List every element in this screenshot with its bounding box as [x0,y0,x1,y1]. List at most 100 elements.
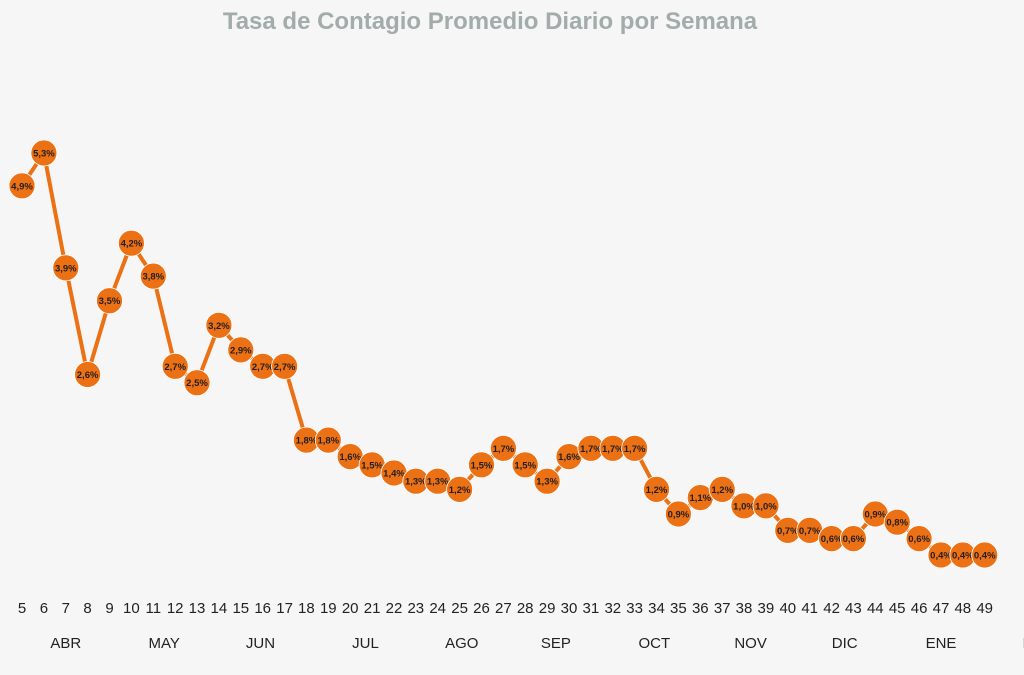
x-tick-label: 29 [539,600,556,617]
x-tick-label: 33 [626,600,643,617]
data-label: 0,6% [821,534,843,545]
x-tick-label: 24 [429,600,446,617]
data-label: 2,5% [186,378,208,389]
x-tick-label: 15 [232,600,249,617]
x-tick-label: 31 [583,600,600,617]
data-label: 0,7% [799,526,821,537]
data-label: 0,7% [777,526,799,537]
data-point [708,475,736,503]
x-tick-label: 18 [298,600,315,617]
x-tick-label: 19 [320,600,337,617]
data-label: 0,9% [864,510,886,521]
x-tick-label: 38 [736,600,753,617]
data-label: 1,5% [361,460,383,471]
x-tick-label: 45 [889,600,906,617]
x-tick-label: 17 [276,600,293,617]
data-point [227,336,255,364]
data-label: 3,2% [208,321,230,332]
x-tick-label: 9 [105,600,113,617]
data-label: 1,8% [296,436,318,447]
data-point [621,434,648,462]
x-tick-label: 25 [451,600,468,617]
data-point [643,475,670,503]
data-label: 1,8% [317,436,339,447]
data-point [30,139,58,167]
x-tick-label: 22 [386,600,403,617]
data-point [533,467,561,495]
month-label: MAY [148,635,179,652]
x-tick-label: 40 [779,600,796,617]
x-tick-label: 41 [801,600,818,617]
data-point [74,361,101,388]
data-label: 0,4% [952,551,974,562]
data-label: 2,7% [252,362,274,373]
data-point [183,369,211,397]
data-label: 4,2% [121,239,143,250]
x-tick-label: 26 [473,600,490,617]
data-label: 1,0% [733,501,755,512]
x-tick-label: 20 [342,600,359,617]
x-tick-label: 47 [933,600,950,617]
data-label: 0,6% [843,534,865,545]
x-tick-label: 5 [18,600,26,617]
data-point [96,287,123,315]
x-tick-label: 28 [517,600,534,617]
data-label: 1,5% [514,460,536,471]
x-tick-label: 46 [911,600,928,617]
data-label: 1,6% [558,452,580,463]
data-label: 2,6% [77,370,99,381]
x-tick-label: 37 [714,600,731,617]
month-label: JUL [352,635,379,652]
x-tick-label: 23 [407,600,424,617]
month-label: ABR [50,635,81,652]
chart-title: Tasa de Contagio Promedio Diario por Sem… [222,8,758,35]
data-point [139,262,167,290]
month-label: ENE [926,635,957,652]
x-tick-label: 43 [845,600,862,617]
data-label: 1,4% [383,469,405,480]
data-label: 0,8% [886,518,908,529]
x-tick-label: 27 [495,600,512,617]
data-label: 1,7% [493,444,515,455]
data-label: 2,7% [164,362,186,373]
data-label: 1,3% [427,477,449,488]
data-label: 3,8% [142,272,164,283]
data-label: 1,2% [711,485,733,496]
x-tick-label: 10 [123,600,140,617]
data-point [161,352,189,380]
data-point [883,508,911,536]
month-label: OCT [638,635,670,652]
x-tick-label: 21 [364,600,381,617]
data-point [840,525,867,552]
x-tick-label: 42 [823,600,840,617]
data-label: 0,6% [908,534,930,545]
data-label: 2,7% [274,362,296,373]
month-label: DIC [832,635,858,652]
data-point [905,525,933,552]
series-line [20,151,985,557]
data-label: 1,1% [689,493,711,504]
data-point [271,352,299,380]
data-point [489,434,517,462]
data-label: 1,3% [536,477,558,488]
data-label: 0,4% [930,551,952,562]
x-tick-label: 8 [83,600,91,617]
x-tick-label: 16 [254,600,271,617]
data-label: 4,9% [11,181,33,192]
x-tick-label: 32 [604,600,621,617]
data-point [8,172,36,200]
month-label: JUN [246,635,275,652]
data-point [314,426,342,454]
x-tick-label: 34 [648,600,665,617]
x-tick-label: 48 [954,600,971,617]
data-point [665,500,692,528]
data-label: 1,5% [471,460,493,471]
data-point [971,541,999,569]
month-label: FEB [1023,635,1024,652]
data-point [446,475,474,503]
month-label: AGO [445,635,478,652]
x-tick-label: 12 [167,600,184,617]
x-tick-label: 14 [211,600,228,617]
